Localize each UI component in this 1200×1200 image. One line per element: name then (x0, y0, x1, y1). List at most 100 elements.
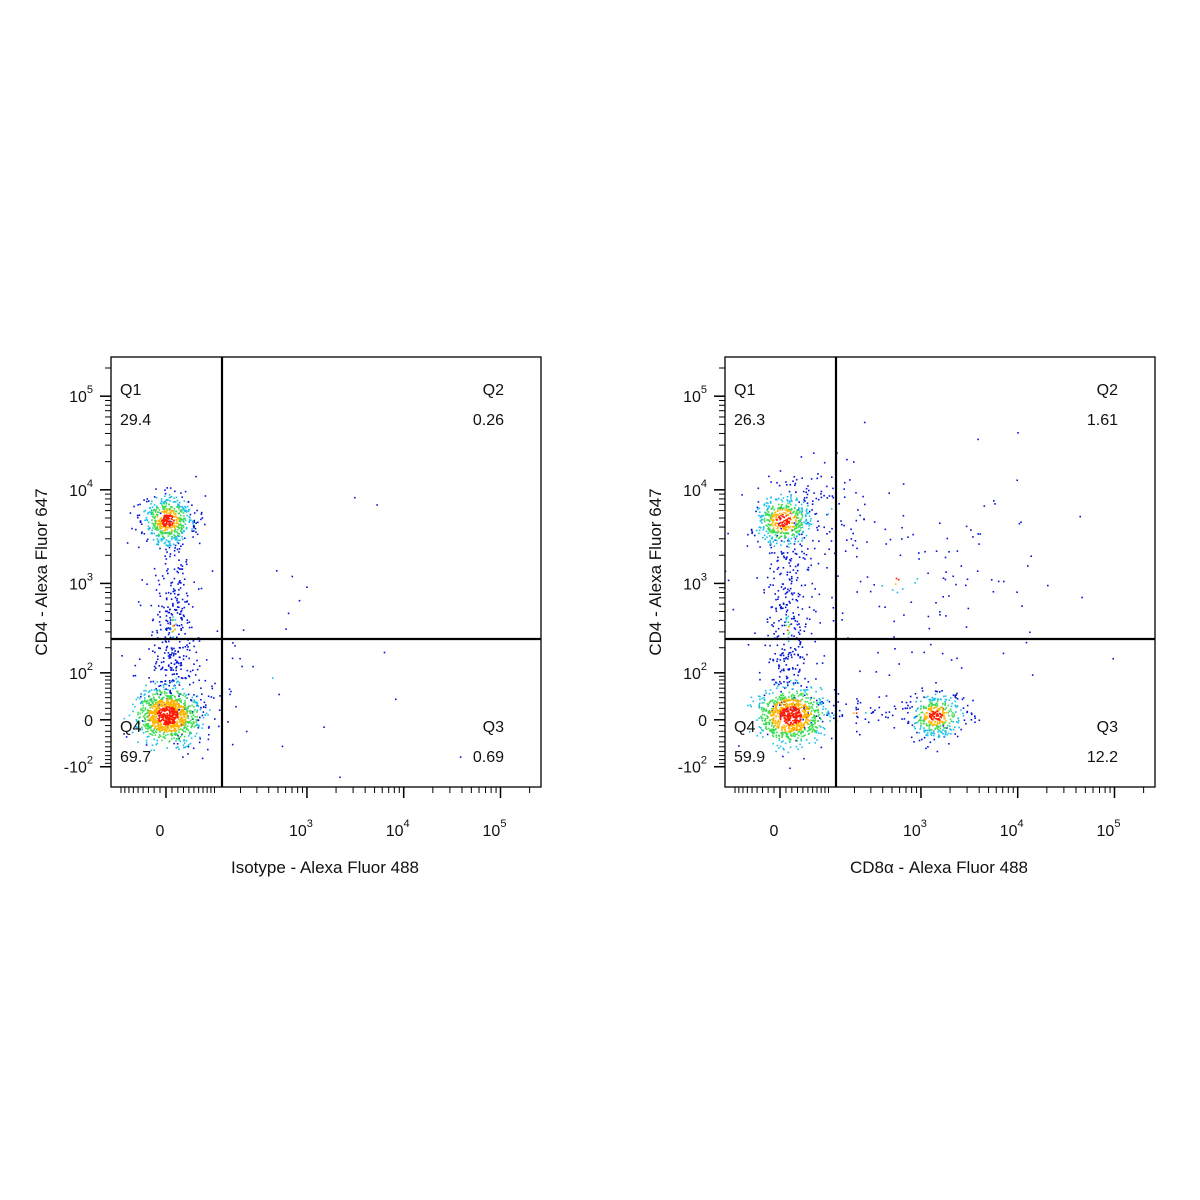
event-dot (174, 729, 177, 732)
event-dot (944, 698, 947, 701)
event-dot (771, 552, 773, 554)
event-dot (961, 698, 964, 701)
event-dot (772, 705, 774, 708)
event-dot (936, 722, 939, 725)
event-dot (395, 698, 397, 701)
event-dot (801, 608, 804, 610)
event-dot (800, 694, 803, 696)
event-dot (168, 697, 171, 700)
event-dot (166, 700, 168, 702)
event-dot (773, 577, 775, 580)
event-dot (186, 725, 189, 728)
event-dot (806, 722, 809, 725)
event-dot (775, 610, 778, 612)
event-dot (803, 726, 805, 728)
event-dot (179, 693, 181, 695)
event-dot (774, 593, 776, 595)
event-dot (799, 656, 802, 658)
event-dot (773, 678, 775, 681)
event-dot (199, 737, 201, 740)
event-dot (817, 520, 819, 523)
event-dot (938, 691, 941, 693)
event-dot (184, 677, 186, 679)
x-tick-label: 103 (903, 818, 927, 840)
event-dot (945, 571, 947, 573)
event-dot (808, 489, 810, 492)
event-dot (775, 728, 777, 730)
event-dot (828, 531, 831, 533)
event-dot (806, 693, 809, 696)
event-dot (953, 715, 956, 717)
event-dot (884, 606, 886, 608)
event-dot (794, 482, 797, 485)
event-dot (759, 702, 761, 705)
event-dot (183, 578, 186, 580)
event-dot (800, 724, 802, 727)
event-dot (785, 558, 787, 560)
event-dot (178, 517, 181, 519)
event-dot (770, 518, 772, 521)
event-dot (787, 633, 790, 636)
event-dot (141, 700, 144, 703)
event-dot (783, 699, 785, 702)
event-dot (774, 511, 777, 514)
event-dot (780, 732, 782, 734)
event-dot (943, 727, 945, 729)
event-dot (955, 721, 958, 723)
event-dot (820, 732, 822, 735)
event-dot (166, 523, 168, 526)
event-dot (156, 721, 158, 723)
event-dot (171, 715, 173, 718)
event-dot (154, 523, 157, 525)
event-dot (920, 711, 923, 714)
event-dot (213, 697, 215, 699)
event-dot (786, 700, 788, 702)
event-dot (777, 527, 779, 530)
event-dot (756, 735, 759, 737)
event-dot (830, 508, 833, 510)
event-dot (182, 512, 185, 514)
event-dot (976, 570, 979, 572)
event-dot (809, 698, 812, 701)
event-dot (791, 500, 793, 502)
event-dot (798, 670, 801, 672)
event-dot (781, 692, 784, 695)
event-dot (163, 517, 166, 519)
event-dot (178, 503, 180, 506)
event-dot (172, 619, 174, 621)
event-dot (954, 726, 956, 728)
event-dot (783, 658, 785, 660)
event-dot (208, 733, 210, 736)
event-dot (791, 598, 794, 601)
event-dot (952, 575, 954, 578)
event-dot (186, 526, 188, 529)
event-dot (894, 708, 897, 710)
event-dot (785, 686, 787, 689)
event-dot (799, 641, 802, 643)
event-dot (792, 727, 794, 729)
event-dot (177, 713, 179, 716)
event-dot (807, 504, 809, 507)
event-dot (785, 675, 788, 678)
x-tick-label: 103 (289, 818, 313, 840)
event-dot (813, 720, 815, 723)
event-dot (147, 691, 150, 693)
event-dot (833, 689, 836, 691)
event-dot (180, 668, 182, 671)
event-dot (157, 701, 159, 703)
event-dot (798, 556, 801, 558)
event-dot (938, 735, 940, 737)
event-dot (799, 743, 801, 746)
event-dot (165, 532, 168, 534)
event-dot (928, 729, 930, 731)
event-dot (193, 694, 195, 696)
event-dot (747, 533, 749, 536)
event-dot (885, 543, 888, 545)
event-dot (784, 606, 787, 609)
event-dot (918, 739, 921, 742)
event-dot (796, 680, 798, 682)
event-dot (797, 523, 799, 526)
event-dot (922, 722, 925, 725)
event-dot (773, 552, 776, 554)
event-dot (188, 649, 191, 652)
